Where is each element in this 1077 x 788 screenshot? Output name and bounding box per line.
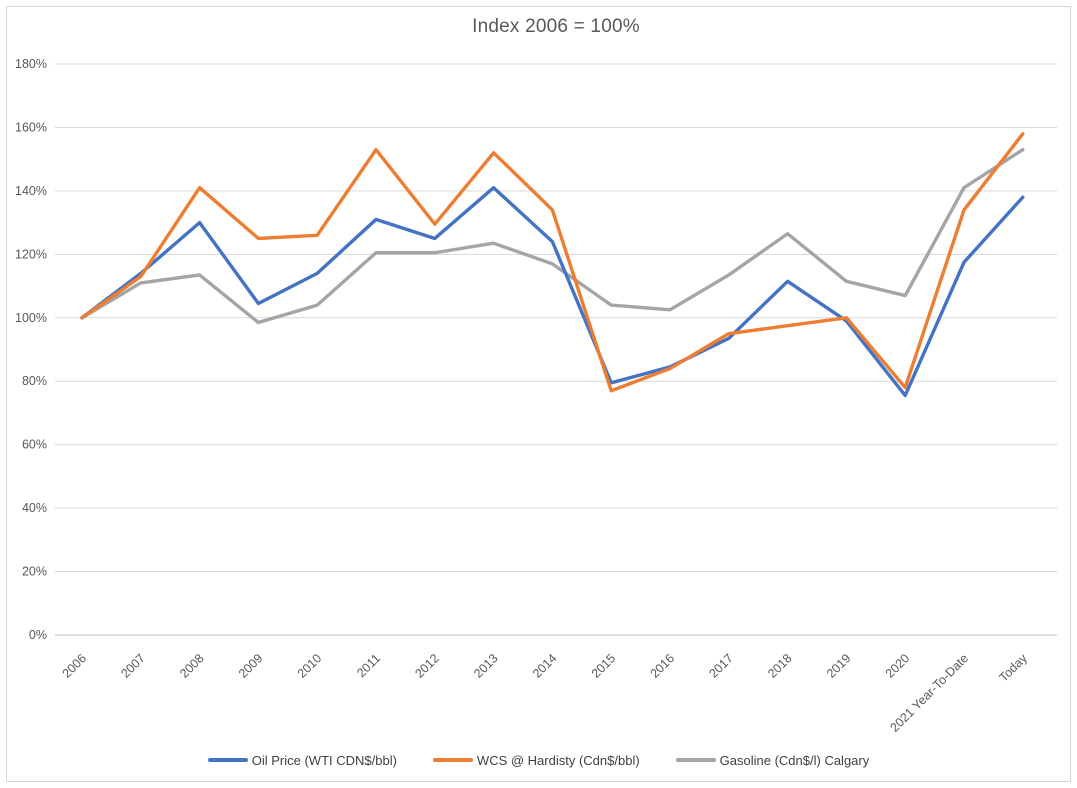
legend-label: WCS @ Hardisty (Cdn$/bbl) <box>476 752 640 768</box>
x-tick-label: 2008 <box>177 651 207 681</box>
legend-item-2: Gasoline (Cdn$/l) Calgary <box>675 752 870 768</box>
x-tick-label: Today <box>996 651 1030 685</box>
legend-item-0: Oil Price (WTI CDN$/bbl) <box>207 752 397 768</box>
chart-border-frame <box>6 6 1071 782</box>
legend-label: Oil Price (WTI CDN$/bbl) <box>251 752 397 768</box>
legend-item-1: WCS @ Hardisty (Cdn$/bbl) <box>432 752 640 768</box>
x-tick-label: 2006 <box>60 651 90 681</box>
legend-label: Gasoline (Cdn$/l) Calgary <box>719 752 870 768</box>
x-tick-label: 2013 <box>471 651 501 681</box>
y-tick-label: 20% <box>22 565 47 579</box>
series-line-1 <box>80 132 1025 393</box>
y-tick-label: 160% <box>15 120 47 134</box>
y-tick-label: 100% <box>15 311 47 325</box>
x-tick-label: 2012 <box>412 651 442 681</box>
y-tick-label: 40% <box>22 501 47 515</box>
y-tick-label: 140% <box>15 184 47 198</box>
y-tick-label: 0% <box>29 628 47 642</box>
x-tick-label: 2019 <box>824 651 854 681</box>
legend-line-marker <box>432 758 473 762</box>
legend: Oil Price (WTI CDN$/bbl) WCS @ Hardisty (… <box>0 746 1077 774</box>
y-tick-label: 120% <box>15 247 47 261</box>
series-line-0 <box>80 186 1025 398</box>
x-tick-label: 2015 <box>589 651 619 681</box>
x-tick-label: 2011 <box>354 651 383 680</box>
y-tick-label: 180% <box>15 57 47 71</box>
x-tick-label: 2010 <box>295 651 325 681</box>
x-tick-label: 2007 <box>118 651 148 681</box>
x-tick-label: 2016 <box>648 651 678 681</box>
y-tick-label: 80% <box>22 374 47 388</box>
legend-line-marker <box>675 758 716 762</box>
x-tick-label: 2018 <box>765 651 795 681</box>
x-tick-label: 2014 <box>530 651 560 681</box>
series-line-2 <box>80 147 1025 325</box>
chart-title: Index 2006 = 100% <box>472 16 640 37</box>
x-tick-label: 2017 <box>706 651 736 681</box>
legend-line-marker <box>207 758 248 762</box>
x-tick-label: 2020 <box>883 651 913 681</box>
y-tick-label: 60% <box>22 438 47 452</box>
x-tick-label: 2009 <box>236 651 266 681</box>
